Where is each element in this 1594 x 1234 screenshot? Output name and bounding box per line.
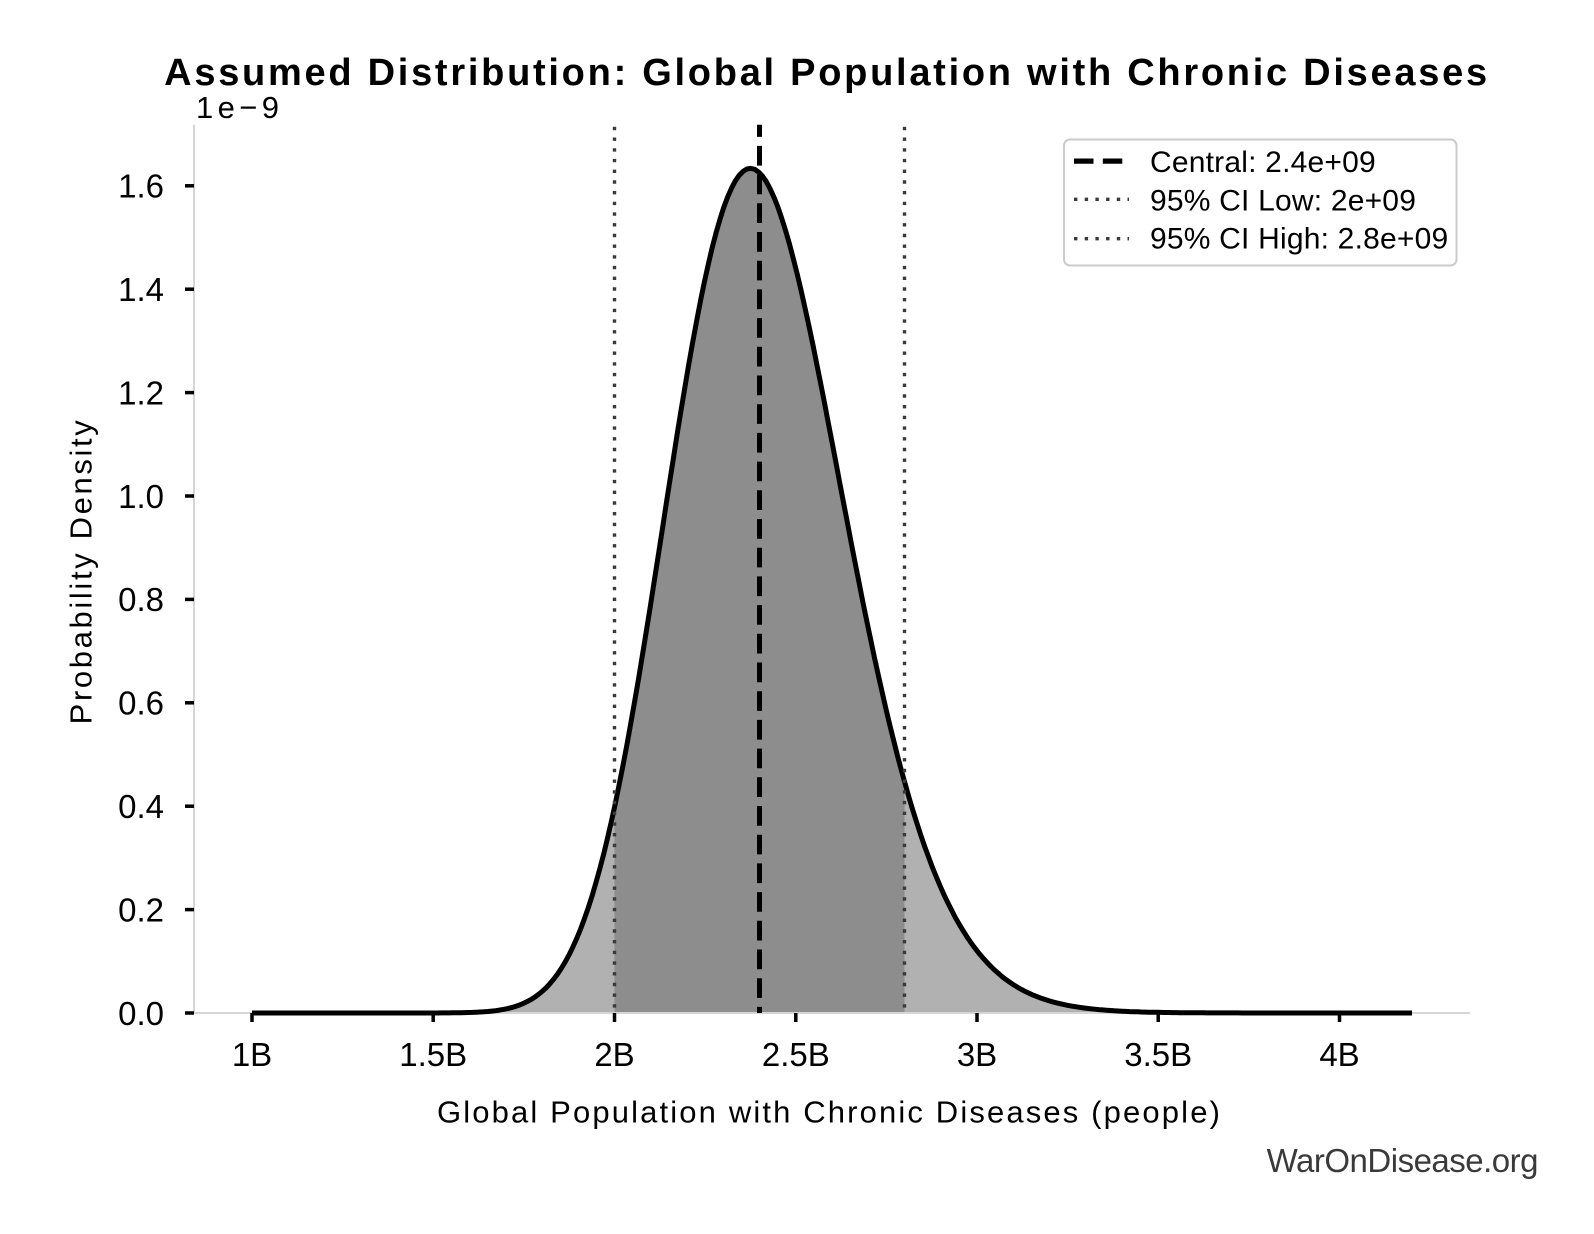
svg-text:0.6: 0.6 xyxy=(118,685,164,722)
svg-text:1.5B: 1.5B xyxy=(399,1036,467,1073)
svg-text:1.6: 1.6 xyxy=(118,168,164,205)
svg-text:0.2: 0.2 xyxy=(118,891,164,928)
svg-text:0.8: 0.8 xyxy=(118,581,164,618)
svg-text:4B: 4B xyxy=(1319,1036,1359,1073)
svg-text:1B: 1B xyxy=(232,1036,272,1073)
svg-text:0.0: 0.0 xyxy=(118,995,164,1032)
svg-text:1e−9: 1e−9 xyxy=(196,90,283,125)
svg-text:95% CI Low: 2e+09: 95% CI Low: 2e+09 xyxy=(1150,184,1416,217)
svg-text:1.0: 1.0 xyxy=(118,478,164,515)
svg-text:2.5B: 2.5B xyxy=(762,1036,830,1073)
svg-text:1.4: 1.4 xyxy=(118,271,164,308)
svg-text:0.4: 0.4 xyxy=(118,788,164,825)
svg-text:2B: 2B xyxy=(594,1036,634,1073)
svg-text:1.2: 1.2 xyxy=(118,374,164,411)
svg-text:Assumed Distribution: Global P: Assumed Distribution: Global Population … xyxy=(164,52,1490,94)
svg-text:95% CI High: 2.8e+09: 95% CI High: 2.8e+09 xyxy=(1150,223,1448,256)
svg-text:WarOnDisease.org: WarOnDisease.org xyxy=(1267,1142,1538,1179)
svg-text:3B: 3B xyxy=(957,1036,997,1073)
svg-text:Probability Density: Probability Density xyxy=(64,418,99,725)
svg-text:Central: 2.4e+09: Central: 2.4e+09 xyxy=(1150,146,1376,179)
svg-text:Global Population with Chronic: Global Population with Chronic Diseases … xyxy=(437,1095,1222,1130)
svg-text:3.5B: 3.5B xyxy=(1124,1036,1192,1073)
